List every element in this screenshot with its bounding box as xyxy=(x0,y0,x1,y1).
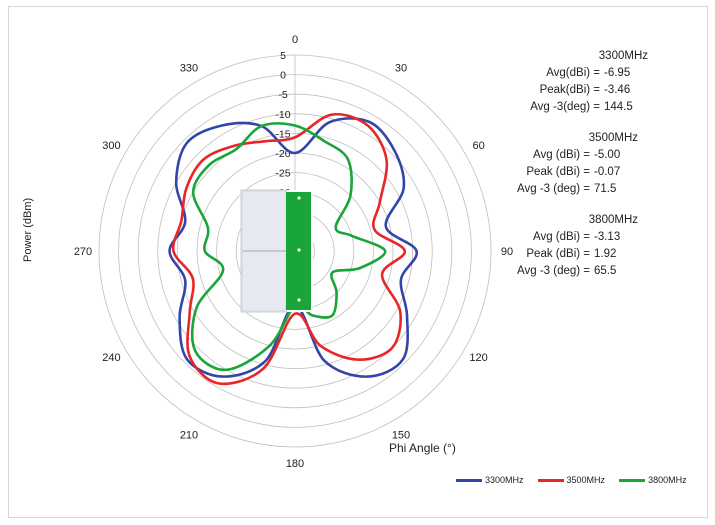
annotation-key: Peak (dBi) = xyxy=(500,164,590,181)
legend-label: 3500MHz xyxy=(567,475,606,485)
annotation-key: Avg (dBi) = xyxy=(500,147,590,164)
annotation-key: Avg -3 (deg) = xyxy=(500,181,590,198)
legend-swatch xyxy=(456,479,482,482)
device-photo xyxy=(241,190,313,312)
angle-tick-label: 120 xyxy=(469,352,487,364)
legend-entry-3300: 3300MHz xyxy=(456,475,524,485)
annotation-3800: 3800MHz Avg (dBi) = -3.13 Peak (dBi) = 1.9… xyxy=(500,212,638,280)
legend-label: 3300MHz xyxy=(485,475,524,485)
y-axis-label: Power (dBm) xyxy=(22,198,34,262)
legend-entry-3800: 3800MHz xyxy=(619,475,687,485)
annotation-value: -5.00 xyxy=(590,147,638,164)
annotation-key: Avg -3(deg) = xyxy=(510,99,600,116)
angle-tick-label: 210 xyxy=(180,430,198,442)
angle-tick-label: 300 xyxy=(102,140,120,152)
pcb-hole-bottom xyxy=(297,298,300,301)
legend-swatch xyxy=(538,479,564,482)
annotation-value: -6.95 xyxy=(600,65,648,82)
annotation-3300: 3300MHz Avg(dBi) = -6.95 Peak(dBi) = -3.46… xyxy=(510,48,648,116)
annotation-title: 3500MHz xyxy=(500,130,638,147)
angle-tick-label: 180 xyxy=(286,458,304,470)
legend-swatch xyxy=(619,479,645,482)
pcb-hole-mid xyxy=(297,248,300,251)
annotation-3500: 3500MHz Avg (dBi) = -5.00 Peak (dBi) = -0.… xyxy=(500,130,638,198)
radial-tick-label: -5 xyxy=(278,89,287,101)
pcb-hole-top xyxy=(297,196,300,199)
annotation-value: -3.13 xyxy=(590,229,638,246)
legend-entry-3500: 3500MHz xyxy=(538,475,606,485)
radial-tick-label: 0 xyxy=(280,70,286,82)
angle-tick-label: 150 xyxy=(392,430,410,442)
radial-tick-label: 5 xyxy=(280,50,286,62)
radial-tick-label: -10 xyxy=(275,109,290,121)
annotation-value: 1.92 xyxy=(590,246,638,263)
annotation-value: 65.5 xyxy=(590,263,638,280)
angle-tick-label: 0 xyxy=(292,34,298,46)
annotation-key: Peak (dBi) = xyxy=(500,246,590,263)
x-axis-label: Phi Angle (°) xyxy=(389,441,456,455)
angle-tick-label: 270 xyxy=(74,246,92,258)
annotation-title: 3300MHz xyxy=(510,48,648,65)
annotation-value: 71.5 xyxy=(590,181,638,198)
legend-label: 3800MHz xyxy=(648,475,687,485)
angle-tick-label: 330 xyxy=(180,62,198,74)
annotation-value: -3.46 xyxy=(600,82,648,99)
legend: 3300MHz 3500MHz 3800MHz xyxy=(456,475,687,485)
annotation-value: 144.5 xyxy=(600,99,648,116)
angle-tick-label: 30 xyxy=(395,62,407,74)
annotation-value: -0.07 xyxy=(590,164,638,181)
radial-tick-label: -25 xyxy=(275,168,290,180)
annotation-key: Avg (dBi) = xyxy=(500,229,590,246)
annotation-title: 3800MHz xyxy=(500,212,638,229)
annotation-key: Avg(dBi) = xyxy=(510,65,600,82)
angle-tick-label: 60 xyxy=(472,140,484,152)
angle-tick-label: 240 xyxy=(102,352,120,364)
annotation-key: Avg -3 (deg) = xyxy=(500,263,590,280)
annotation-key: Peak(dBi) = xyxy=(510,82,600,99)
